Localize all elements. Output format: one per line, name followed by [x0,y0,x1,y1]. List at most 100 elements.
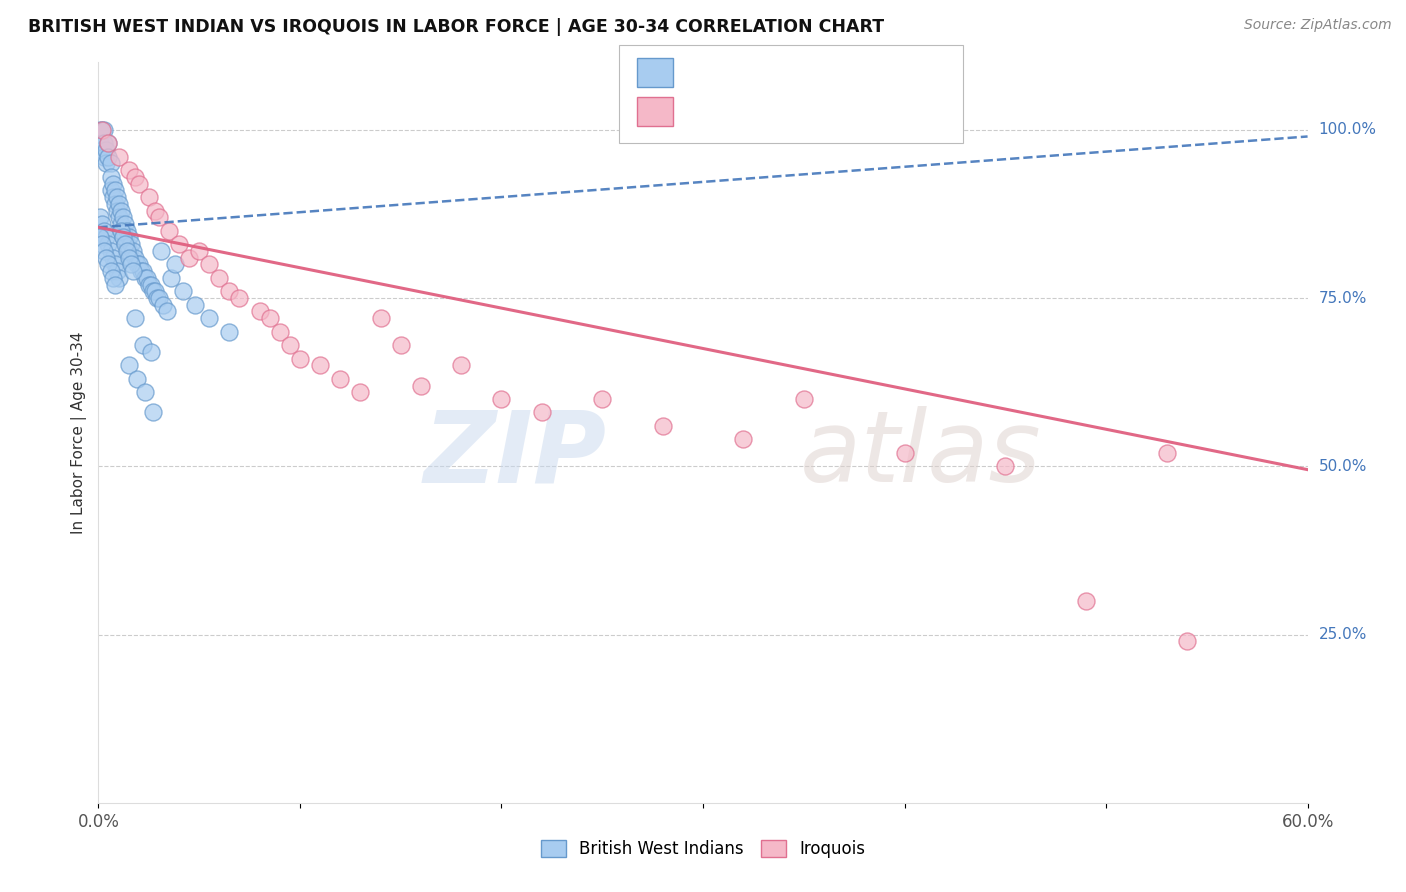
Point [450,359,472,373]
Point [100,244,122,258]
Point [115,224,138,238]
Point [120,237,142,252]
Point [120,251,142,265]
Point [124,169,146,184]
Point [107,270,129,285]
Point [156,304,179,318]
Point [146,291,169,305]
Point [101,251,124,265]
Point [530,405,553,419]
Point [103,257,125,271]
Text: 100.0%: 100.0% [1319,122,1376,137]
Text: R = -0.512   N = 40: R = -0.512 N = 40 [682,97,873,115]
Point [91,217,114,231]
Point [100,156,122,170]
Point [1156,446,1178,460]
Point [89,230,111,244]
Point [101,270,124,285]
Point [111,230,134,244]
Point [143,203,166,218]
Point [93,224,115,238]
Point [138,277,160,292]
Point [179,251,201,265]
Point [100,183,122,197]
Point [160,270,183,285]
Point [259,311,281,326]
Point [269,325,291,339]
Point [118,244,141,258]
Point [793,392,815,406]
Point [1074,594,1097,608]
Point [89,211,111,225]
Point [111,224,134,238]
Point [120,257,142,271]
Point [188,244,211,258]
Text: 75.0%: 75.0% [1319,291,1367,305]
Point [110,203,132,218]
Point [91,122,114,136]
Text: R =  0.157   N = 89: R = 0.157 N = 89 [682,56,873,74]
Point [134,270,156,285]
Point [142,405,165,419]
Point [142,285,165,299]
Point [124,251,146,265]
Point [103,277,125,292]
Point [114,230,136,244]
Point [591,392,613,406]
Point [91,143,114,157]
Point [893,446,915,460]
Point [114,237,136,252]
Point [89,122,111,136]
Point [97,257,120,271]
Point [121,244,143,258]
Point [110,224,132,238]
Point [96,143,118,157]
Point [249,304,271,318]
Point [409,378,432,392]
Y-axis label: In Labor Force | Age 30-34: In Labor Force | Age 30-34 [72,331,87,534]
Point [105,203,128,218]
Point [96,251,118,265]
Point [91,122,114,136]
Point [152,298,174,312]
Point [91,237,114,252]
Point [172,285,194,299]
Point [118,163,141,178]
Point [100,169,122,184]
Point [329,372,352,386]
Point [110,217,132,231]
Point [148,211,170,225]
Legend: British West Indians, Iroquois: British West Indians, Iroquois [534,833,872,865]
Point [128,177,150,191]
Point [115,237,138,252]
Point [370,311,392,326]
Point [93,244,115,258]
Point [124,311,146,326]
Text: Source: ZipAtlas.com: Source: ZipAtlas.com [1244,18,1392,32]
Point [118,359,141,373]
Point [148,291,170,305]
Text: BRITISH WEST INDIAN VS IROQUOIS IN LABOR FORCE | AGE 30-34 CORRELATION CHART: BRITISH WEST INDIAN VS IROQUOIS IN LABOR… [28,18,884,36]
Point [184,298,207,312]
Point [143,285,166,299]
Point [118,230,141,244]
Point [93,122,115,136]
Point [198,311,221,326]
Point [107,150,129,164]
Point [132,338,155,352]
Point [349,385,371,400]
Point [228,291,250,305]
Point [208,270,231,285]
Point [107,196,129,211]
Point [135,270,157,285]
Text: 50.0%: 50.0% [1319,458,1367,474]
Point [103,183,125,197]
Point [278,338,301,352]
Point [97,136,120,151]
Point [218,325,240,339]
Point [118,251,141,265]
Point [96,230,118,244]
Point [139,344,162,359]
Point [309,359,332,373]
Point [103,196,125,211]
